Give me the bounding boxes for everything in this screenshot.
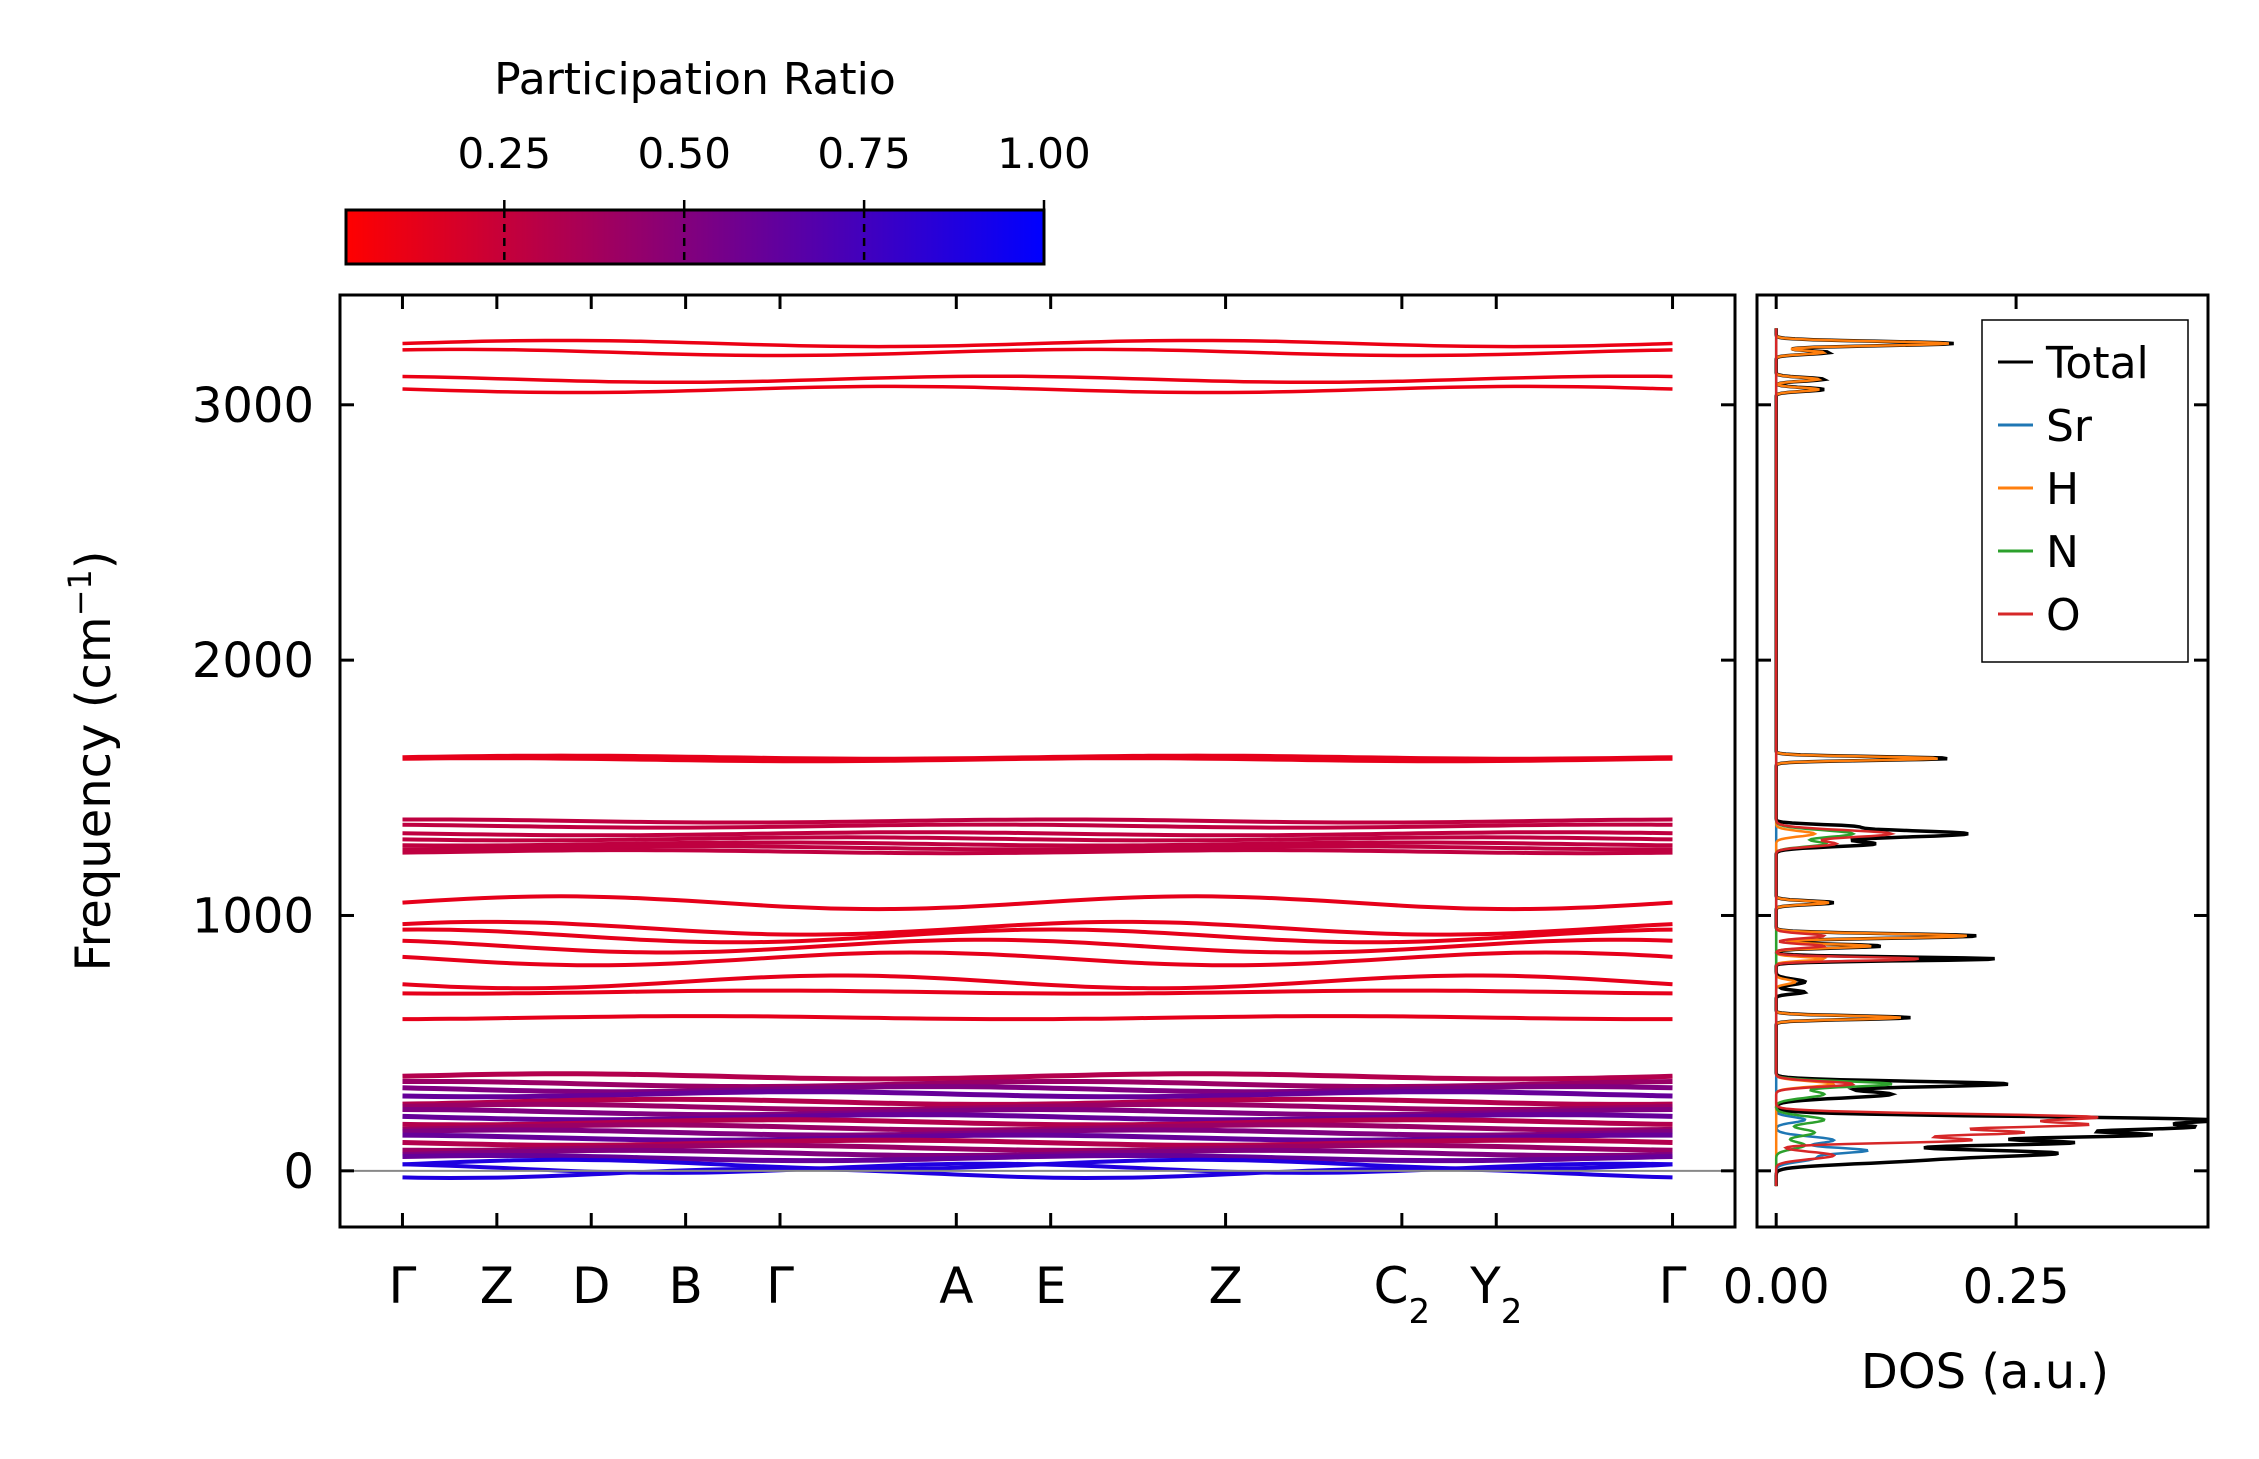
colorbar: Participation Ratio 0.25 0.50 0.75 1.00	[344, 54, 1091, 266]
phonon-band	[402, 384, 1673, 395]
phonon-band	[402, 1153, 1673, 1164]
colorbar-gradient	[344, 208, 1046, 266]
high-symmetry-point-label: Γ	[766, 1257, 794, 1315]
phonon-band	[402, 374, 1673, 385]
y-tick-label: 0	[283, 1144, 314, 1200]
dos-frame	[1755, 293, 2210, 1229]
phonon-band	[402, 927, 1673, 945]
y-tick-label: 1000	[192, 888, 314, 944]
phonon-band	[402, 1142, 1673, 1153]
phonon-band	[402, 1071, 1673, 1082]
colorbar-tick-label: 0.75	[817, 129, 911, 178]
legend-box	[1981, 319, 2189, 663]
high-symmetry-point-label: B	[668, 1257, 702, 1315]
dos-x-tick-label: 0.00	[1723, 1259, 1830, 1315]
high-symmetry-point-label: Z	[1208, 1257, 1242, 1315]
band-lines	[402, 338, 1673, 1181]
phonon-band	[402, 338, 1673, 349]
dos-panel: 0.00 0.25 DOS (a.u.) Total Sr HNO	[1723, 293, 2210, 1400]
phonon-band	[402, 937, 1673, 955]
phonon-band	[402, 830, 1673, 838]
legend-label-h: H	[2046, 464, 2079, 515]
high-symmetry-point-label: C2	[1374, 1257, 1431, 1332]
phonon-band	[402, 988, 1673, 996]
dos-legend: Total Sr HNO	[1981, 319, 2189, 663]
dos-curve-o	[1774, 328, 2099, 1187]
colorbar-title: Participation Ratio	[494, 54, 896, 105]
frequency-axis-label: Frequency (cm−1)	[61, 550, 122, 971]
high-symmetry-point-label: D	[572, 1257, 611, 1315]
dos-x-tick-label: 0.25	[1963, 1259, 2070, 1315]
phonon-band	[402, 822, 1673, 830]
phonon-band	[402, 973, 1673, 991]
colorbar-tick-label: 0.25	[458, 129, 552, 178]
phonon-band	[402, 919, 1673, 937]
dos-axis-label: DOS (a.u.)	[1861, 1344, 2109, 1400]
high-symmetry-point-label: Z	[480, 1257, 514, 1315]
phonon-band	[402, 894, 1673, 912]
phonon-band	[402, 347, 1673, 358]
phonon-band	[402, 844, 1673, 852]
phonon-band	[402, 1166, 1673, 1181]
phonon-band	[402, 1084, 1673, 1095]
high-symmetry-point-label: Γ	[389, 1257, 417, 1315]
high-symmetry-point-label: E	[1035, 1257, 1067, 1315]
phonon-band	[402, 840, 1673, 848]
colorbar-tick-label: 1.00	[997, 129, 1091, 178]
phonon-band	[402, 1112, 1673, 1123]
band-structure-frame	[338, 293, 1737, 1229]
dos-curves	[1774, 328, 2208, 1187]
phonon-band	[402, 1101, 1673, 1112]
legend-label-sr: Sr	[2046, 401, 2093, 452]
legend-label-total: Total	[2045, 338, 2149, 389]
colorbar-ticks: 0.25 0.50 0.75 1.00	[458, 129, 1091, 264]
phonon-band	[402, 1117, 1673, 1128]
legend-label-n: N	[2046, 527, 2079, 578]
y-tick-label: 2000	[192, 633, 314, 689]
phonon-band	[402, 848, 1673, 856]
high-symmetry-point-label: A	[939, 1257, 973, 1315]
phonon-band	[402, 950, 1673, 968]
colorbar-tick-label: 0.50	[637, 129, 731, 178]
phonon-band	[402, 756, 1673, 764]
phonon-band	[402, 1089, 1673, 1100]
y-tick-label: 3000	[192, 378, 314, 434]
phonon-band	[402, 835, 1673, 843]
phonon-band	[402, 1014, 1673, 1022]
high-symmetry-point-label: Y2	[1469, 1257, 1522, 1332]
dos-axes: 0.00 0.25	[1723, 295, 2070, 1315]
legend-label-o: O	[2046, 590, 2081, 641]
high-symmetry-point-label: Γ	[1659, 1257, 1687, 1315]
phonon-band	[402, 817, 1673, 825]
phonon-band	[402, 1127, 1673, 1138]
